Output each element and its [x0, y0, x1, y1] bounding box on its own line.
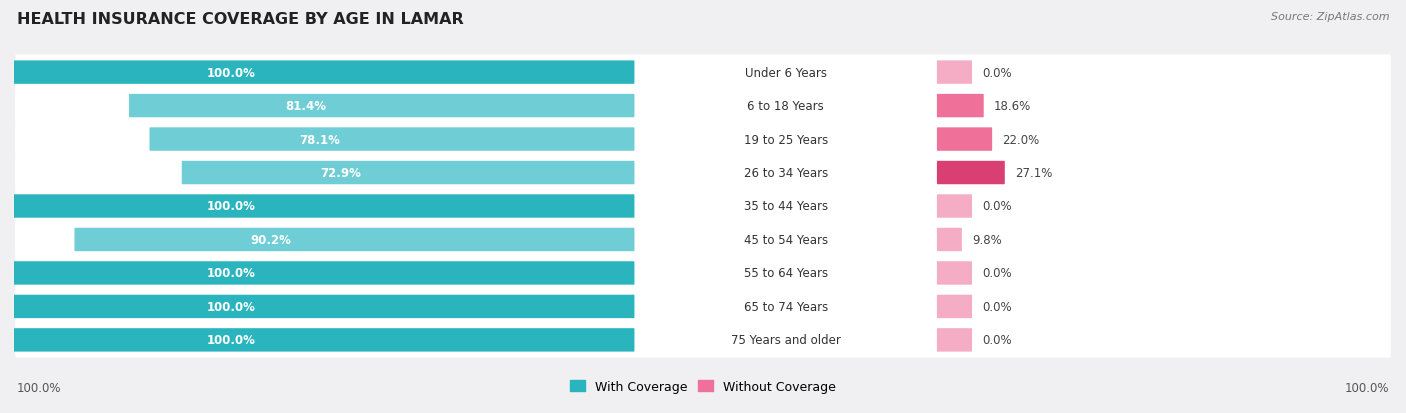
FancyBboxPatch shape: [14, 61, 634, 85]
FancyBboxPatch shape: [15, 89, 1391, 124]
FancyBboxPatch shape: [936, 228, 962, 252]
Text: 22.0%: 22.0%: [1002, 133, 1039, 146]
Text: 0.0%: 0.0%: [981, 267, 1012, 280]
FancyBboxPatch shape: [936, 128, 993, 152]
FancyBboxPatch shape: [936, 328, 972, 352]
FancyBboxPatch shape: [129, 95, 634, 118]
Text: 100.0%: 100.0%: [207, 300, 256, 313]
Legend: With Coverage, Without Coverage: With Coverage, Without Coverage: [565, 375, 841, 398]
FancyBboxPatch shape: [14, 195, 634, 218]
Text: 65 to 74 Years: 65 to 74 Years: [744, 300, 828, 313]
Text: HEALTH INSURANCE COVERAGE BY AGE IN LAMAR: HEALTH INSURANCE COVERAGE BY AGE IN LAMA…: [17, 12, 464, 27]
Text: 90.2%: 90.2%: [250, 233, 291, 247]
Text: 0.0%: 0.0%: [981, 334, 1012, 347]
Text: 72.9%: 72.9%: [319, 166, 361, 180]
FancyBboxPatch shape: [15, 155, 1391, 191]
FancyBboxPatch shape: [15, 55, 1391, 90]
FancyBboxPatch shape: [936, 61, 972, 85]
Text: 78.1%: 78.1%: [299, 133, 340, 146]
FancyBboxPatch shape: [936, 161, 1005, 185]
Text: 81.4%: 81.4%: [285, 100, 326, 113]
FancyBboxPatch shape: [181, 161, 634, 185]
FancyBboxPatch shape: [15, 256, 1391, 291]
Text: 100.0%: 100.0%: [207, 334, 256, 347]
FancyBboxPatch shape: [15, 222, 1391, 258]
FancyBboxPatch shape: [14, 261, 634, 285]
FancyBboxPatch shape: [14, 295, 634, 318]
Text: Source: ZipAtlas.com: Source: ZipAtlas.com: [1271, 12, 1389, 22]
FancyBboxPatch shape: [149, 128, 634, 152]
FancyBboxPatch shape: [936, 195, 972, 218]
Text: 100.0%: 100.0%: [17, 382, 62, 394]
FancyBboxPatch shape: [15, 289, 1391, 324]
Text: 45 to 54 Years: 45 to 54 Years: [744, 233, 828, 247]
Text: 35 to 44 Years: 35 to 44 Years: [744, 200, 828, 213]
Text: 100.0%: 100.0%: [207, 200, 256, 213]
FancyBboxPatch shape: [75, 228, 634, 252]
Text: 19 to 25 Years: 19 to 25 Years: [744, 133, 828, 146]
FancyBboxPatch shape: [936, 295, 972, 318]
Text: 18.6%: 18.6%: [994, 100, 1031, 113]
Text: 0.0%: 0.0%: [981, 66, 1012, 79]
Text: 100.0%: 100.0%: [207, 66, 256, 79]
Text: 6 to 18 Years: 6 to 18 Years: [748, 100, 824, 113]
Text: 9.8%: 9.8%: [972, 233, 1001, 247]
Text: 26 to 34 Years: 26 to 34 Years: [744, 166, 828, 180]
Text: 0.0%: 0.0%: [981, 300, 1012, 313]
Text: 75 Years and older: 75 Years and older: [731, 334, 841, 347]
Text: 100.0%: 100.0%: [207, 267, 256, 280]
FancyBboxPatch shape: [936, 261, 972, 285]
Text: Under 6 Years: Under 6 Years: [745, 66, 827, 79]
Text: 55 to 64 Years: 55 to 64 Years: [744, 267, 828, 280]
Text: 0.0%: 0.0%: [981, 200, 1012, 213]
FancyBboxPatch shape: [14, 328, 634, 352]
FancyBboxPatch shape: [936, 95, 984, 118]
Text: 27.1%: 27.1%: [1015, 166, 1052, 180]
FancyBboxPatch shape: [15, 323, 1391, 358]
FancyBboxPatch shape: [15, 122, 1391, 157]
Text: 100.0%: 100.0%: [1344, 382, 1389, 394]
FancyBboxPatch shape: [15, 189, 1391, 224]
